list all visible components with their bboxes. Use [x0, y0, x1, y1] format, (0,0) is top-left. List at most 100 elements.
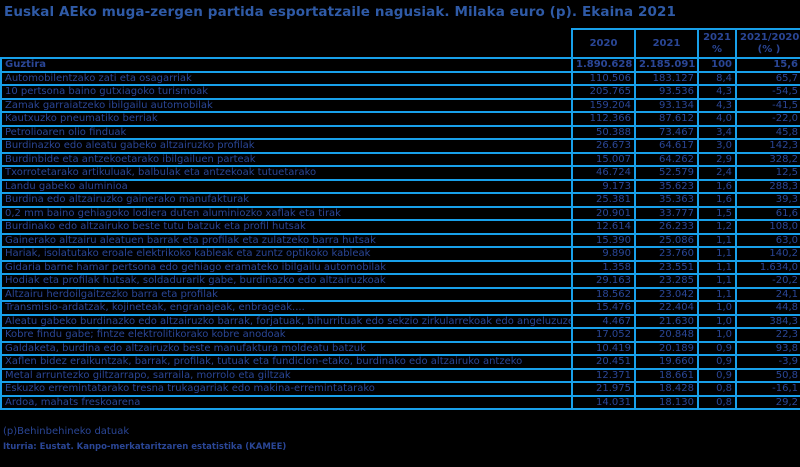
row-label: Burdinako edo altzairuko beste tutu batz… — [0, 219, 573, 235]
table-row: Transmisio-ardatzak, kojineteak, engrana… — [0, 300, 800, 316]
change-pct: -22,0 — [735, 111, 800, 127]
change-pct: 140,2 — [735, 246, 800, 262]
row-label: Zamak garraiatzeko ibilgailu automobilak — [0, 97, 573, 113]
table-row: Altzairu herdoilgaitzezko barra eta prof… — [0, 286, 800, 302]
header-change-line2: (% ) — [757, 43, 781, 55]
value-2021: 22.404 — [634, 300, 699, 316]
change-pct: 65,7 — [735, 70, 800, 86]
row-label: Ardoa, mahats freskoarena — [0, 394, 573, 410]
value-2020: 110.506 — [571, 70, 636, 86]
row-label: Xaflen bidez eraikuntzak, barrak, profil… — [0, 354, 573, 370]
change-pct: -20,2 — [735, 273, 800, 289]
value-2020: 12.371 — [571, 367, 636, 383]
table-row: Metal arruntezko giltzarrapo, sarraila, … — [0, 367, 800, 383]
row-label: Galdaketa, burdina edo altzairuzko beste… — [0, 340, 573, 356]
value-2021: 64.262 — [634, 151, 699, 167]
value-2020: 18.562 — [571, 286, 636, 302]
value-2020: 20.901 — [571, 205, 636, 221]
table-row: Gidaria barne hamar pertsona edo gehiago… — [0, 259, 800, 275]
share-2021-pct: 2,9 — [697, 151, 737, 167]
value-2021: 20.848 — [634, 327, 699, 343]
table-row: Petrolioaren olio finduak 50.388 73.467 3,4… — [0, 124, 800, 140]
value-2020: 17.052 — [571, 327, 636, 343]
share-2021-pct: 0,8 — [697, 394, 737, 410]
share-2021-pct: 1,1 — [697, 273, 737, 289]
change-pct: 93,8 — [735, 340, 800, 356]
row-label: Burdinbide eta antzekoetarako ibilgailue… — [0, 151, 573, 167]
change-pct: 12,5 — [735, 165, 800, 181]
value-2020: 15.476 — [571, 300, 636, 316]
share-2021-pct: 3,0 — [697, 138, 737, 154]
table-row: Xaflen bidez eraikuntzak, barrak, profil… — [0, 354, 800, 370]
value-2021: 52.579 — [634, 165, 699, 181]
value-2021: 33.777 — [634, 205, 699, 221]
change-pct: 142,3 — [735, 138, 800, 154]
change-pct: -54,5 — [735, 84, 800, 100]
share-2021-pct: 1,5 — [697, 205, 737, 221]
table-row: Txorrotetarako artikuluak, balbulak eta … — [0, 165, 800, 181]
value-2021: 35.363 — [634, 192, 699, 208]
table-row: Ardoa, mahats freskoarena 14.031 18.130 0,8… — [0, 394, 800, 410]
change-pct: 44,8 — [735, 300, 800, 316]
share-2021-pct: 4,0 — [697, 111, 737, 127]
header-change-line1: 2021/2020 — [740, 32, 800, 43]
value-2020: 15.390 — [571, 232, 636, 248]
row-label: Aleatu gabeko burdinazko edo altzairuzko… — [0, 313, 573, 329]
change-pct: 288,3 — [735, 178, 800, 194]
row-label: Guztira — [0, 57, 573, 73]
table-row: Burdinako edo altzairuko beste tutu batz… — [0, 219, 800, 235]
change-pct: 22,3 — [735, 327, 800, 343]
row-label: Landu gabeko aluminioa — [0, 178, 573, 194]
table-row: Hodiak eta profilak hutsak, soldadurarik… — [0, 273, 800, 289]
value-2020: 29.163 — [571, 273, 636, 289]
value-2020: 1.358 — [571, 259, 636, 275]
change-pct: 24,1 — [735, 286, 800, 302]
share-2021-pct: 1,0 — [697, 327, 737, 343]
value-2020: 10.419 — [571, 340, 636, 356]
change-pct: 50,8 — [735, 367, 800, 383]
row-label: Txorrotetarako artikuluak, balbulak eta … — [0, 165, 573, 181]
share-2021-pct: 4,3 — [697, 97, 737, 113]
share-2021-pct: 0,9 — [697, 340, 737, 356]
value-2020: 12.614 — [571, 219, 636, 235]
row-label: Eskuzko erremintatarako tresna trukagarr… — [0, 381, 573, 397]
table-row: Landu gabeko aluminioa 9.173 35.623 1,6 288,… — [0, 178, 800, 194]
header-2021-text: 2021 — [652, 37, 681, 49]
header-2020-text: 2020 — [589, 37, 618, 49]
share-2021-pct: 1,6 — [697, 178, 737, 194]
share-2021-pct: 8,4 — [697, 70, 737, 86]
change-pct: 45,8 — [735, 124, 800, 140]
change-pct: 61,6 — [735, 205, 800, 221]
row-label: 0,2 mm baino gehiagoko lodiera duten alu… — [0, 205, 573, 221]
value-2021: 64.617 — [634, 138, 699, 154]
value-2021: 183.127 — [634, 70, 699, 86]
row-label: Hariak, isolatutako eroale elektrikoko k… — [0, 246, 573, 262]
share-2021-pct: 1,6 — [697, 192, 737, 208]
value-2021: 19.660 — [634, 354, 699, 370]
value-2021: 23.042 — [634, 286, 699, 302]
change-pct: -3,9 — [735, 354, 800, 370]
row-label: Burdina edo altzairuzko gainerako manufa… — [0, 192, 573, 208]
header-2021-pct: 2021% — [697, 28, 737, 59]
header-row: 2020 2021 2021% 2021/2020 (% ) — [1, 28, 800, 59]
value-2020: 112.366 — [571, 111, 636, 127]
change-pct: -16,1 — [735, 381, 800, 397]
value-2020: 26.673 — [571, 138, 636, 154]
header-2021-pct-line2: % — [711, 43, 723, 55]
value-2021: 87.612 — [634, 111, 699, 127]
value-2020: 159.204 — [571, 97, 636, 113]
change-pct: 1.634,0 — [735, 259, 800, 275]
table-row: Burdinbide eta antzekoetarako ibilgailue… — [0, 151, 800, 167]
value-2021: 18.428 — [634, 381, 699, 397]
value-2020: 21.975 — [571, 381, 636, 397]
share-2021-pct: 100 — [697, 57, 737, 73]
table-body: Guztira 1.890.628 2.185.091 100 15,6 Automobi… — [0, 57, 800, 410]
share-2021-pct: 3,4 — [697, 124, 737, 140]
total-row: Guztira 1.890.628 2.185.091 100 15,6 — [0, 57, 800, 73]
value-2021: 23.285 — [634, 273, 699, 289]
table-row: Zamak garraiatzeko ibilgailu automobilak… — [0, 97, 800, 113]
value-2020: 15.007 — [571, 151, 636, 167]
source-note: Iturria: Eustat. Kanpo-merkataritzaren e… — [3, 442, 287, 452]
table-row: Burdinazko edo aleatu gabeko altzairuzko… — [0, 138, 800, 154]
value-2021: 23.551 — [634, 259, 699, 275]
